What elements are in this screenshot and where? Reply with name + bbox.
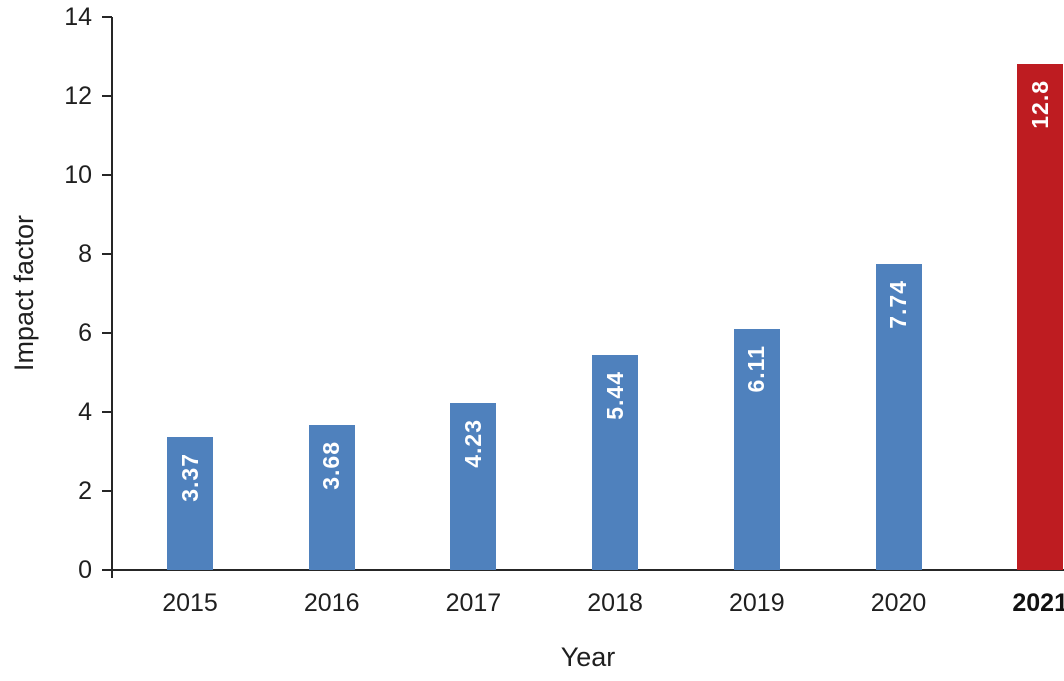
bar-value-label-wrap: 4.23 [450, 419, 496, 570]
bar-value-label: 4.23 [459, 418, 486, 468]
bar-value-label-wrap: 5.44 [592, 371, 638, 570]
y-tick-label: 12 [64, 82, 92, 110]
y-tick-label: 2 [78, 477, 92, 505]
y-tick [102, 95, 112, 97]
y-tick-label: 8 [78, 240, 92, 268]
y-tick [102, 411, 112, 413]
x-category-label-2015: 2015 [162, 589, 218, 617]
bar-2018 [592, 355, 639, 570]
bar-value-label: 6.11 [743, 344, 770, 393]
bar-2019 [733, 328, 780, 570]
x-category-label-2017: 2017 [445, 589, 502, 617]
y-tick-label: 10 [64, 161, 92, 189]
bar-value-label: 3.37 [176, 452, 203, 502]
bar-value-label: 3.68 [318, 440, 345, 490]
y-tick-label: 6 [78, 319, 92, 347]
x-category-label-2019: 2019 [728, 589, 785, 617]
bar-2021 [1017, 64, 1064, 570]
y-tick [102, 569, 112, 571]
bar-value-label: 5.44 [601, 371, 628, 420]
bar-value-label: 7.74 [885, 280, 911, 330]
bar-value-label: 12.8 [1026, 80, 1053, 130]
x-category-label-2020: 2020 [870, 589, 927, 617]
bar-value-label-wrap: 6.11 [734, 345, 780, 570]
y-axis-line [111, 17, 113, 578]
bar-2016 [308, 424, 355, 570]
bar-2020 [875, 264, 922, 570]
y-tick-label: 14 [64, 3, 92, 31]
bar-value-label-wrap: 3.68 [309, 441, 355, 570]
y-tick [102, 332, 112, 334]
bar-2015 [167, 436, 213, 570]
bar-value-label-wrap: 3.37 [167, 453, 213, 570]
y-tick [102, 490, 112, 492]
x-axis-title-wrap: Year [112, 642, 1064, 673]
x-axis-title: Year [560, 642, 616, 672]
y-tick-label: 0 [78, 556, 92, 584]
bar-value-label-wrap: 12.8 [1017, 80, 1063, 570]
y-tick [102, 16, 112, 18]
bar-2017 [450, 402, 497, 570]
bar-value-label-wrap: 7.74 [876, 280, 922, 570]
y-tick-label: 4 [78, 398, 92, 426]
y-tick [102, 253, 112, 255]
x-category-label-2021: 2021 [1012, 589, 1064, 617]
x-category-label-2018: 2018 [587, 589, 643, 617]
x-category-label-2016: 2016 [303, 589, 360, 617]
y-tick [102, 174, 112, 176]
x-axis-line [112, 569, 1064, 571]
